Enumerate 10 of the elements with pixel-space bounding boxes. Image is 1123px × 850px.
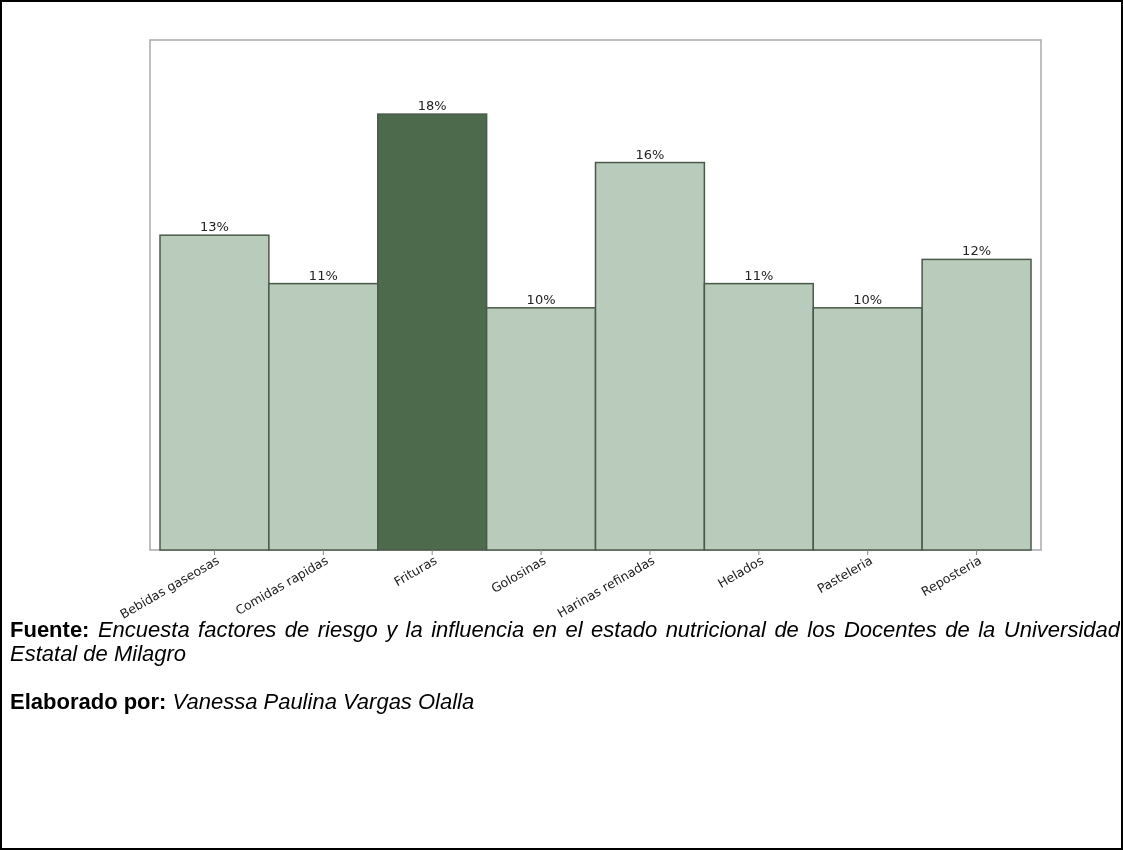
data-label: 10% bbox=[853, 291, 883, 307]
data-label: 11% bbox=[744, 267, 774, 283]
data-label: 11% bbox=[308, 267, 338, 283]
source-note: Fuente: Encuesta factores de riesgo y la influencia en el estado nutricional de los Docentes de la Universidad Estatal de Milagro bbox=[10, 618, 1120, 666]
text: Elaborado por: Vanessa Paulina Vargas Olalla bbox=[10, 689, 475, 714]
data-label: 10% bbox=[526, 291, 556, 307]
data-label: 13% bbox=[199, 219, 229, 235]
data-label: 16% bbox=[635, 146, 665, 162]
data-label: 18% bbox=[417, 98, 447, 114]
data-label: 12% bbox=[962, 243, 992, 259]
